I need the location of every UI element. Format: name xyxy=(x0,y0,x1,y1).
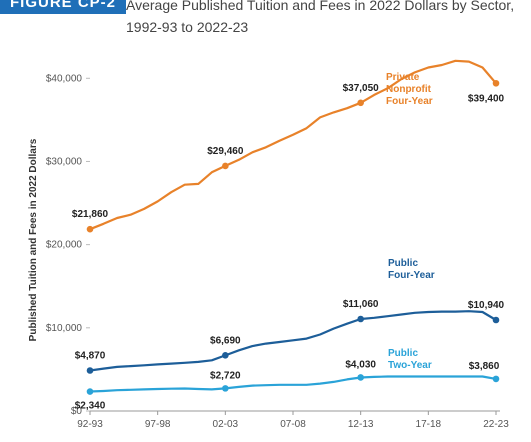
data-point-private-nonprofit-four-year xyxy=(86,225,94,233)
series-label-line: Four-Year xyxy=(386,96,433,107)
data-label-public-two-year: $3,860 xyxy=(469,361,500,372)
y-tick-label: $40,000 xyxy=(46,73,83,84)
axes: $0 $10,000 $20,000 $30,000 $40,000 92-93 97-98… xyxy=(46,73,509,430)
y-tick-label: $10,000 xyxy=(46,323,83,334)
series-label-line: Public xyxy=(388,258,418,269)
data-label-public-four-year: $4,870 xyxy=(75,350,106,361)
data-label-public-four-year: $10,940 xyxy=(468,300,505,311)
series-line-private-nonprofit-four-year xyxy=(89,59,497,231)
series-lines xyxy=(86,59,500,395)
data-point-public-two-year xyxy=(222,385,229,392)
data-labels: $21,860 $29,460 $37,050 $39,400 Private Nonpr… xyxy=(72,72,505,412)
x-tick-label: 02-03 xyxy=(213,419,239,430)
figure-tag: FIGURE CP-2 xyxy=(0,0,127,14)
data-label-public-four-year: $6,690 xyxy=(210,335,241,346)
data-point-public-four-year xyxy=(492,316,500,324)
y-tick-label: $0 xyxy=(71,406,83,417)
data-point-public-four-year xyxy=(86,367,94,374)
data-label-public-four-year: $11,060 xyxy=(343,299,379,310)
x-tick-label: 22-23 xyxy=(483,419,509,430)
data-point-public-two-year xyxy=(492,375,500,383)
data-point-private-nonprofit-four-year xyxy=(357,99,364,107)
data-point-public-four-year xyxy=(222,352,229,359)
series-label-line: Four-Year xyxy=(388,270,435,281)
data-point-private-nonprofit-four-year xyxy=(222,162,229,170)
series-label-private-nonprofit-four-year: Private Nonprofit Four-Year xyxy=(386,72,433,107)
x-tick-label: 92-93 xyxy=(77,419,103,430)
series-label-line: Public xyxy=(388,348,418,359)
series-label-line: Nonprofit xyxy=(386,84,432,95)
y-axis-label: Published Tuition and Fees in 2022 Dolla… xyxy=(28,138,39,341)
series-label-public-two-year: Public Two-Year xyxy=(388,348,432,371)
series-label-line: Private xyxy=(386,72,420,83)
data-label-private-nonprofit-four-year: $21,860 xyxy=(72,209,109,220)
series-line-public-four-year xyxy=(89,310,497,372)
data-label-private-nonprofit-four-year: $37,050 xyxy=(343,83,380,94)
x-tick-label: 07-08 xyxy=(280,419,306,430)
x-tick-label: 97-98 xyxy=(145,419,171,430)
data-label-public-two-year: $4,030 xyxy=(345,359,376,370)
x-tick-label: 12-13 xyxy=(348,419,374,430)
data-label-private-nonprofit-four-year: $29,460 xyxy=(207,146,244,157)
data-point-public-two-year xyxy=(86,388,94,395)
data-label-private-nonprofit-four-year: $39,400 xyxy=(468,93,505,104)
data-point-public-four-year xyxy=(357,315,364,323)
series-label-line: Two-Year xyxy=(388,360,432,371)
series-line-public-two-year xyxy=(89,375,497,393)
chart-title-line2: 1992-93 to 2022-23 xyxy=(126,19,249,35)
data-label-public-two-year: $2,720 xyxy=(210,370,241,381)
chart-title: Average Published Tuition and Fees in 20… xyxy=(126,0,526,38)
x-tick-label: 17-18 xyxy=(416,419,442,430)
y-tick-label: $20,000 xyxy=(46,240,83,251)
data-point-public-two-year xyxy=(357,374,364,381)
series-label-public-four-year: Public Four-Year xyxy=(388,258,435,281)
data-label-public-two-year: $2,340 xyxy=(75,401,106,412)
data-point-private-nonprofit-four-year xyxy=(492,79,500,87)
y-tick-label: $30,000 xyxy=(46,156,83,167)
chart-title-line1: Average Published Tuition and Fees in 20… xyxy=(126,0,515,13)
